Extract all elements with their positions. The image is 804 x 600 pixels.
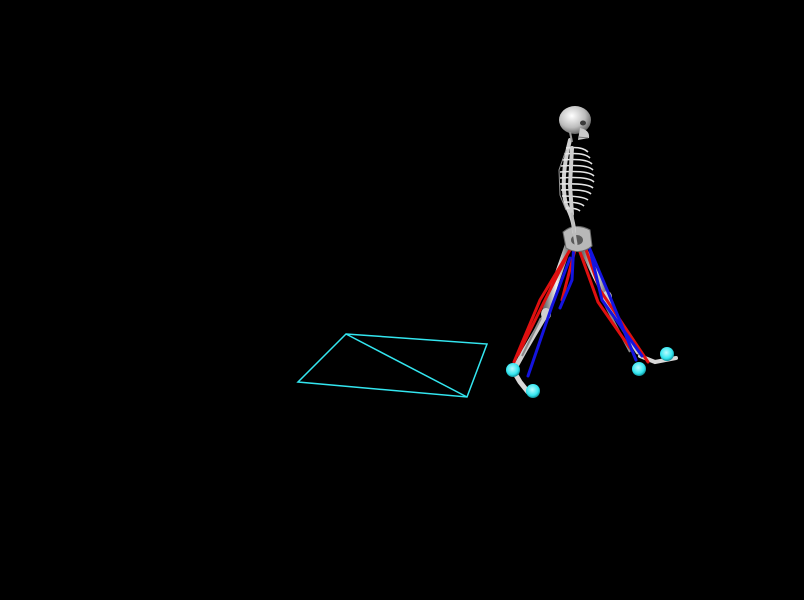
arm-bones	[567, 146, 578, 246]
right-side-muscles	[512, 242, 650, 364]
marker-right-heel[interactable]	[632, 362, 646, 376]
left-side-muscles	[526, 238, 644, 378]
walking-skeleton[interactable]	[510, 106, 678, 395]
rib-cage	[558, 146, 595, 212]
skull	[559, 106, 591, 143]
marker-left-heel[interactable]	[506, 363, 520, 377]
marker-right-toe[interactable]	[660, 347, 674, 361]
force-plate-outline	[296, 333, 489, 398]
markers	[506, 347, 674, 398]
marker-left-toe[interactable]	[526, 384, 540, 398]
pelvis	[562, 226, 593, 252]
force-plate-diagonal	[345, 333, 468, 398]
force-plate	[296, 333, 489, 398]
